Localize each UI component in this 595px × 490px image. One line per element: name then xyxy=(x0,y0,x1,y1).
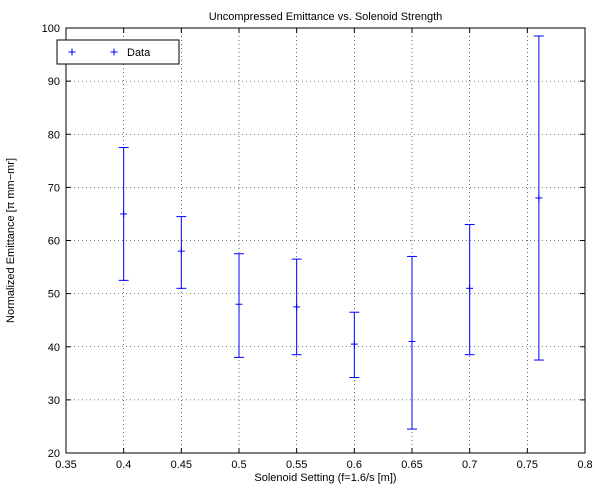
error-bar-point xyxy=(407,255,417,430)
x-tick-label: 0.35 xyxy=(55,459,76,471)
x-tick-label: 0.6 xyxy=(347,459,362,471)
data-series xyxy=(118,35,544,430)
x-tick-label: 0.45 xyxy=(171,459,192,471)
x-tick-label: 0.5 xyxy=(231,459,246,471)
y-tick-label: 70 xyxy=(48,182,60,194)
error-bar-point xyxy=(291,258,302,356)
y-axis-label: Normalized Emittance [π mm−mr] xyxy=(5,158,17,323)
y-tick-label: 50 xyxy=(48,289,60,301)
error-bar-point xyxy=(234,253,244,358)
y-tick-label: 40 xyxy=(48,342,60,354)
x-tick-label: 0.65 xyxy=(401,459,422,471)
y-tick-label: 60 xyxy=(48,236,60,248)
error-bar-point xyxy=(176,216,187,289)
x-tick-label: 0.75 xyxy=(517,459,538,471)
error-bar-point xyxy=(118,147,129,281)
y-tick-label: 20 xyxy=(48,448,60,460)
legend-label-data: Data xyxy=(127,47,151,59)
axis-ticks: 0.35 0.4 0.45 0.5 0.55 0.6 0.65 0.7 0.75 0.8 20 30 4… xyxy=(42,23,593,471)
x-tick-label: 0.8 xyxy=(577,459,592,471)
x-tick-label: 0.4 xyxy=(116,459,131,471)
error-bar-point xyxy=(349,311,360,379)
x-axis-label: Solenoid Setting (f=1.6/s [m]) xyxy=(254,472,396,484)
error-bar-point xyxy=(464,224,475,356)
chart-title: Uncompressed Emittance vs. Solenoid Stre… xyxy=(209,11,443,23)
y-tick-label: 30 xyxy=(48,395,60,407)
x-tick-label: 0.7 xyxy=(462,459,477,471)
y-tick-label: 90 xyxy=(48,76,60,88)
error-bar-point xyxy=(533,35,544,361)
legend: Data xyxy=(56,39,180,65)
grid-lines xyxy=(66,28,585,453)
legend-box xyxy=(56,39,180,65)
legend-marker xyxy=(68,48,118,56)
plot-frame xyxy=(65,27,586,454)
y-tick-label: 80 xyxy=(48,129,60,141)
y-tick-label: 100 xyxy=(42,23,60,35)
x-tick-label: 0.55 xyxy=(286,459,307,471)
